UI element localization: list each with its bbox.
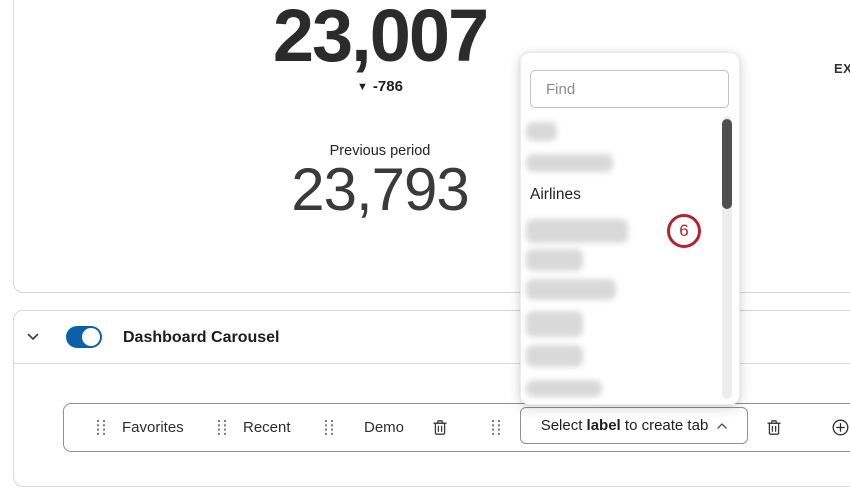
down-triangle-icon: ▼ <box>357 81 368 93</box>
list-item-redacted[interactable] <box>526 279 616 300</box>
select-label-text-suffix: to create tab <box>620 417 709 434</box>
tab-recent[interactable]: Recent <box>243 419 291 436</box>
kpi-value: 23,007 <box>272 0 489 77</box>
previous-period-value: 23,793 <box>291 156 470 223</box>
drag-handle-icon[interactable] <box>218 404 227 451</box>
list-item-redacted[interactable] <box>526 219 628 243</box>
list-item-redacted[interactable] <box>526 311 583 337</box>
list-item-redacted[interactable] <box>526 345 583 367</box>
select-label-text-prefix: Select <box>540 417 587 434</box>
select-label-dropdown[interactable]: Select label to create tab <box>520 407 748 444</box>
add-tab-button[interactable] <box>832 404 849 451</box>
list-item-redacted[interactable] <box>526 122 557 141</box>
list-item-redacted[interactable] <box>526 249 583 271</box>
drag-handle-icon[interactable] <box>492 404 501 451</box>
delete-tab-button[interactable] <box>432 404 448 451</box>
chevron-up-icon <box>717 422 727 429</box>
list-item-redacted[interactable] <box>526 380 602 397</box>
scrollbar-track[interactable] <box>722 116 732 399</box>
group-label-airlines: Airlines <box>530 186 581 203</box>
toggle-knob <box>82 328 100 346</box>
tab-favorites[interactable]: Favorites <box>122 419 184 436</box>
kpi-delta-value: -786 <box>372 78 403 95</box>
scrollbar-thumb[interactable] <box>722 119 732 209</box>
section-collapse-button[interactable] <box>20 326 46 348</box>
find-search-input[interactable] <box>530 70 729 108</box>
drag-handle-icon[interactable] <box>325 404 334 451</box>
drag-handle-icon[interactable] <box>97 404 106 451</box>
carousel-section-title: Dashboard Carousel <box>123 329 280 346</box>
delete-tab-button[interactable] <box>766 404 782 451</box>
select-label-text-bold: label <box>586 417 621 434</box>
tab-demo[interactable]: Demo <box>364 419 405 436</box>
annotation-badge: 6 <box>667 214 701 248</box>
kpi-block: 23,007 ▼ -786 Previous period 23,793 <box>130 0 630 223</box>
trash-icon <box>433 420 447 435</box>
trash-icon <box>767 420 781 435</box>
list-item-redacted[interactable] <box>526 154 613 172</box>
previous-period-label: Previous period <box>329 143 431 159</box>
tab-toolbar: Favorites Recent Demo <box>63 403 850 452</box>
chevron-down-icon <box>27 333 39 340</box>
carousel-section-header <box>14 311 850 364</box>
label-dropdown-panel: Airlines <box>520 52 740 405</box>
export-button[interactable]: EX <box>834 61 850 76</box>
plus-circle-icon <box>832 419 849 436</box>
carousel-toggle-switch[interactable] <box>66 326 102 348</box>
kpi-delta: ▼ -786 <box>130 78 630 95</box>
